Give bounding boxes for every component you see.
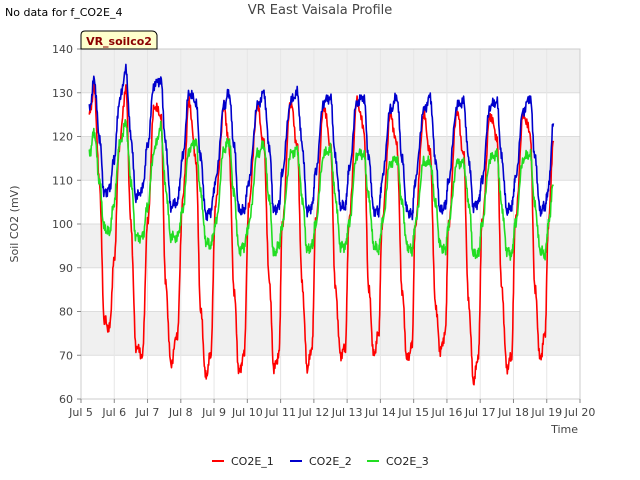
series-lines [88, 63, 555, 386]
y-tick-label: 60 [59, 393, 73, 406]
background-band [81, 355, 580, 399]
series-line-co2e-3 [88, 119, 555, 261]
y-tick-label: 120 [52, 131, 73, 144]
legend: CO2E_1 CO2E_2 CO2E_3 [212, 455, 429, 468]
x-axis-ticks: Jul 5 Jul 6 Jul 7 Jul 8 Jul 9 Jul 10 Jul 11 Jul… [68, 399, 595, 419]
badge-box [80, 30, 158, 50]
y-tick-label: 140 [52, 43, 73, 56]
background-band [81, 311, 580, 356]
x-tick-label: Jul 17 [464, 406, 496, 419]
x-axis-label: Time [550, 423, 578, 436]
background-band [81, 267, 580, 312]
y-axis-label: Soil CO2 (mV) [8, 186, 21, 263]
x-tick-label: Jul 7 [135, 406, 160, 419]
x-tick-label: Jul 15 [397, 406, 429, 419]
y-tick-label: 90 [59, 262, 73, 275]
y-tick-label: 100 [52, 218, 73, 231]
series-line-co2e-2 [88, 63, 555, 222]
dataset-badge: VR_soilco2 [80, 30, 158, 50]
x-tick-label: Jul 14 [364, 406, 396, 419]
badge-text: VR_soilco2 [86, 35, 152, 48]
x-tick-label: Jul 5 [68, 406, 93, 419]
x-tick-label: Jul 13 [331, 406, 363, 419]
x-tick-label: Jul 12 [297, 406, 329, 419]
background-band [81, 49, 580, 93]
x-tick-label: Jul 16 [431, 406, 463, 419]
y-tick-label: 130 [52, 87, 73, 100]
x-tick-label: Jul 8 [168, 406, 193, 419]
y-tick-label: 70 [59, 349, 73, 362]
x-tick-label: Jul 18 [497, 406, 529, 419]
x-tick-label: Jul 19 [530, 406, 562, 419]
y-axis-ticks: 60 70 80 90 100 110 120 130 140 [52, 43, 81, 406]
no-data-note: No data for f_CO2E_4 [5, 6, 123, 19]
x-tick-label: Jul 11 [264, 406, 296, 419]
x-tick-label: Jul 20 [564, 406, 596, 419]
y-tick-label: 110 [52, 174, 73, 187]
legend-label: CO2E_3 [386, 455, 429, 468]
x-tick-label: Jul 10 [231, 406, 263, 419]
x-tick-label: Jul 6 [101, 406, 126, 419]
legend-label: CO2E_1 [231, 455, 274, 468]
chart-title: VR East Vaisala Profile [247, 3, 393, 18]
x-tick-label: Jul 9 [201, 406, 226, 419]
legend-label: CO2E_2 [309, 455, 352, 468]
y-tick-label: 80 [59, 306, 73, 319]
